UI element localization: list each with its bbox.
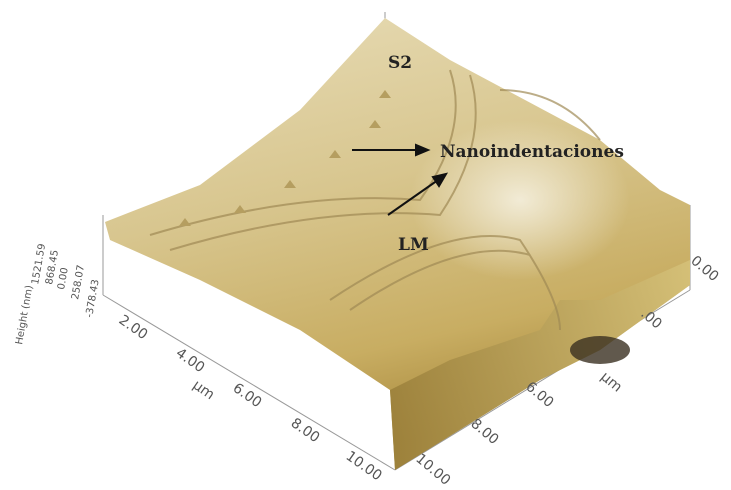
annotation: LM	[398, 235, 429, 255]
arrows	[352, 143, 449, 216]
axis-label: µm	[597, 369, 625, 396]
axis-tick-label: 10.00	[412, 451, 453, 489]
axis-label: Height (nm)	[14, 284, 35, 345]
annotation: Nanoindentaciones	[440, 142, 624, 162]
axis-tick-label: 8.00	[467, 416, 501, 448]
highlight	[410, 120, 630, 280]
grain-boundaries	[149, 69, 601, 331]
axis-tick-label: 6.00	[522, 379, 556, 411]
axis-tick-label: -378.43	[84, 279, 102, 319]
axis-tick-label: 6.00	[230, 380, 265, 411]
axis-tick-label: 8.00	[288, 415, 323, 446]
axis-tick-label: 0.00	[687, 253, 721, 285]
axis-tick-label: 4.00	[173, 345, 208, 376]
axis-tick-label: 258.07	[70, 264, 87, 300]
axis-tick-label: 2.00	[116, 312, 151, 343]
axis-tick-label: 10.00	[343, 448, 385, 484]
surface-edge	[390, 260, 690, 470]
annotation: S2	[388, 53, 412, 73]
indents	[179, 90, 391, 226]
axis-tick-label: 0.00	[56, 267, 71, 291]
shadow	[570, 336, 630, 364]
axis-label: µm	[190, 377, 218, 403]
